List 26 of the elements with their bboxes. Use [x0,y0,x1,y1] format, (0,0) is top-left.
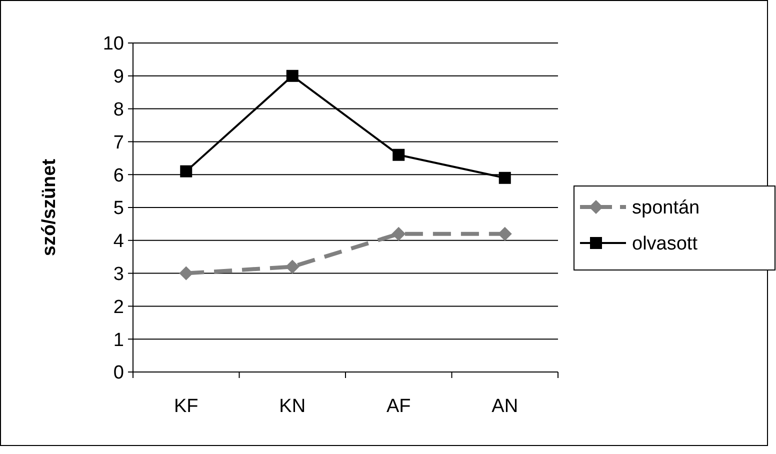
y-tick-label: 2 [113,296,124,318]
y-tick-label: 3 [113,264,124,285]
y-tick-label: 4 [113,231,124,252]
point [180,165,192,178]
y-tick-label: 9 [113,66,124,88]
y-tick-label: 10 [102,34,124,55]
legend-label: olvasott [632,234,698,255]
point [498,172,511,184]
point [392,226,406,241]
point [498,226,512,241]
y-tick-label: 6 [113,165,124,186]
point [392,148,405,161]
legend-label: spontán [632,198,700,219]
y-tick-label: 7 [113,132,124,154]
y-axis-title: szó/szünet [39,158,60,256]
y-tick-label: 5 [113,198,124,220]
point [286,70,298,82]
x-tick-label: AN [492,396,518,417]
y-tick-label: 1 [113,330,124,351]
x-tick-label: KN [279,396,306,417]
point [179,266,194,280]
x-tick-label: KF [174,396,198,417]
y-tick-label: 8 [113,99,124,120]
point [285,260,300,274]
y-tick-label: 0 [113,362,124,384]
x-tick-label: AF [386,396,411,417]
